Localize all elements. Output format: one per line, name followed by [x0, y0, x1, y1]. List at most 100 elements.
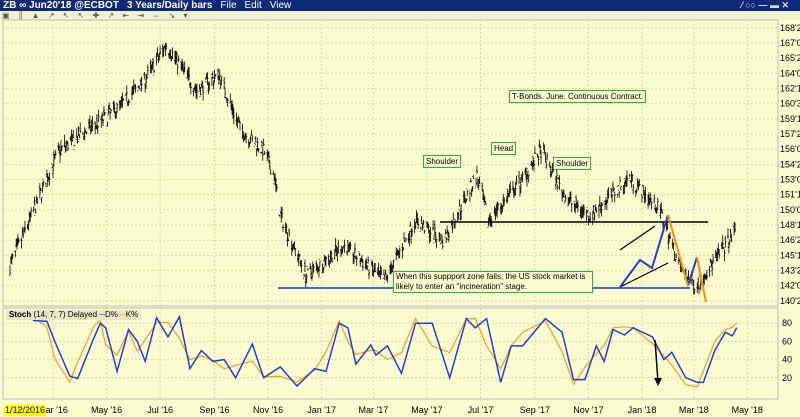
price-bar	[132, 79, 135, 95]
price-bar	[398, 246, 401, 259]
price-bar	[171, 47, 174, 60]
channel-upper	[619, 225, 656, 251]
price-bar	[616, 193, 619, 198]
price-bar	[619, 176, 622, 185]
price-bar	[78, 133, 81, 141]
price-bar	[589, 212, 592, 222]
price-bar	[366, 265, 369, 270]
price-bar	[39, 187, 42, 193]
price-bar	[17, 238, 20, 243]
menu-file[interactable]: File	[220, 0, 237, 11]
price-bar	[610, 187, 613, 198]
price-bar	[257, 147, 260, 153]
price-bar	[189, 82, 192, 95]
price-bar	[201, 80, 204, 89]
price-bar	[145, 74, 148, 89]
window-controls[interactable]: ⁄ ○○ — ▬ ✕	[741, 0, 789, 10]
price-bar	[452, 212, 455, 222]
stoch-name: Stoch	[9, 310, 32, 319]
price-bar	[73, 144, 76, 150]
price-bar	[229, 93, 232, 104]
price-bar	[103, 109, 106, 116]
price-bar	[14, 250, 17, 258]
price-bar	[91, 115, 94, 132]
y-tick-label: 148'140	[780, 220, 800, 230]
legend-d[interactable]: D%	[104, 310, 118, 319]
price-bar	[214, 74, 217, 79]
price-bar	[626, 170, 629, 187]
price-bar	[256, 137, 259, 151]
price-bar	[367, 268, 370, 280]
price-bar	[605, 199, 608, 211]
legend-k[interactable]: K%	[125, 310, 139, 319]
y-tick-label: 153'040	[780, 175, 800, 185]
price-bar	[649, 192, 652, 203]
price-bar	[333, 248, 336, 260]
price-bar	[156, 47, 159, 57]
price-bar	[558, 175, 561, 190]
price-bar	[155, 52, 158, 66]
price-bar	[661, 208, 664, 214]
price-bar	[447, 232, 450, 243]
price-bar	[411, 227, 414, 237]
price-bar	[640, 194, 643, 203]
price-bar	[367, 256, 370, 264]
price-bar	[109, 108, 112, 114]
price-bar	[206, 72, 209, 86]
timeframe-selector[interactable]: 3 Years/Daily bars	[126, 0, 213, 11]
menu-view[interactable]: View	[269, 0, 292, 11]
y-tick-label: 167'060	[780, 38, 800, 48]
price-bar	[595, 207, 598, 213]
menu-edit[interactable]: Edit	[244, 0, 262, 11]
symbol-title[interactable]: ZB ∞ Jun20'18 @ECBOT	[3, 0, 119, 11]
price-bar	[518, 170, 521, 185]
price-bar	[341, 246, 344, 253]
right-shoulder-label: Shoulder	[553, 157, 592, 170]
price-bar	[217, 67, 220, 80]
support-note: When this suppport zone fails, the US st…	[393, 271, 593, 293]
price-bar	[116, 102, 119, 113]
price-bar	[468, 189, 471, 202]
price-bar	[238, 120, 241, 131]
price-bar	[598, 195, 601, 207]
price-bar	[607, 187, 610, 199]
drawing-toolbar[interactable]: ▣ ║ ▲ ↗ ↖ ↖ ✚ ↗ ⇤ ⇥ ⇔ ↘ ▾	[0, 11, 800, 20]
price-bar	[312, 264, 315, 273]
price-bar	[102, 119, 105, 126]
price-bar	[113, 101, 116, 114]
price-bar	[509, 181, 512, 194]
stoch-y-tick: 80	[782, 318, 792, 328]
stoch-legend[interactable]: Stoch (14, 7, 7) Delayed ─D% ─K%	[6, 310, 142, 320]
price-bar	[374, 263, 377, 273]
price-bar	[30, 207, 33, 217]
price-bar	[716, 247, 719, 262]
price-bar	[219, 79, 222, 89]
x-tick-label: Mar '16	[38, 405, 68, 415]
price-bar	[9, 264, 12, 276]
price-bar	[336, 247, 339, 262]
price-panel	[2, 19, 779, 307]
price-bar	[181, 61, 184, 72]
price-bar	[457, 212, 460, 220]
price-bar	[475, 178, 478, 188]
price-bar	[727, 241, 730, 254]
price-bar	[223, 77, 226, 89]
price-bar	[23, 220, 26, 234]
price-bar	[586, 207, 589, 213]
price-bar	[515, 175, 518, 185]
price-bar	[471, 185, 474, 192]
price-bar	[371, 260, 374, 277]
price-bar	[115, 111, 118, 119]
y-tick-label: 150'000	[780, 205, 800, 215]
price-bar	[353, 251, 356, 264]
price-bar	[97, 109, 100, 123]
price-bar	[403, 232, 406, 241]
price-bar	[262, 138, 265, 146]
price-bar	[224, 87, 227, 98]
price-bar	[611, 193, 614, 203]
price-bar	[546, 152, 549, 161]
stoch-y-tick: 60	[782, 336, 792, 346]
price-bar	[152, 69, 155, 76]
price-bar	[669, 232, 672, 239]
